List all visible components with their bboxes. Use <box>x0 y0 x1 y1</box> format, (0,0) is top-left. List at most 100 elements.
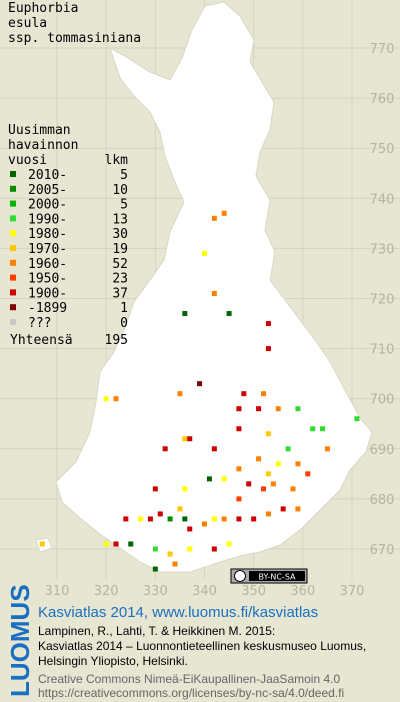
legend-count: 1 <box>120 301 128 316</box>
y-tick-label: 760 <box>370 92 395 107</box>
y-tick-label: 700 <box>370 393 395 408</box>
observation <box>113 541 119 547</box>
observation <box>182 486 188 492</box>
citation: Kasviatlas 2014 – Luonnontieteellinen ke… <box>38 639 366 653</box>
observation <box>221 210 227 216</box>
y-tick-label: 690 <box>370 443 395 458</box>
legend-swatch <box>10 185 16 192</box>
observation <box>152 566 158 572</box>
legend-label: 1990- <box>28 212 67 227</box>
legend-label: 1960- <box>28 257 67 272</box>
title-line: Euphorbia <box>8 1 78 16</box>
logo: LUOMUS <box>5 584 35 697</box>
observation <box>270 481 276 487</box>
observation <box>103 541 109 547</box>
license-text: Creative Commons Nimeä-EiKaupallinen-Jaa… <box>38 672 340 686</box>
observation <box>280 506 286 512</box>
observation <box>275 461 281 467</box>
legend-label: 2010- <box>28 168 67 183</box>
legend-title: havainnon <box>8 138 78 153</box>
observation <box>187 546 193 552</box>
observation <box>211 215 217 221</box>
axis-labels: 310 320 330 340 350 360 3706706806907007107207… <box>45 42 395 599</box>
observation <box>305 471 311 477</box>
y-tick-label: 730 <box>370 242 395 257</box>
observation <box>251 516 257 522</box>
observation <box>226 311 232 317</box>
observation <box>285 446 291 452</box>
legend-count: 5 <box>120 168 128 183</box>
legend-swatch <box>10 200 16 207</box>
observation <box>202 250 207 256</box>
title-line: ssp. tommasiniana <box>8 31 141 46</box>
observation <box>256 456 262 462</box>
observation <box>177 391 183 397</box>
observation <box>265 471 271 477</box>
legend-swatch <box>10 304 16 311</box>
observation <box>39 541 45 547</box>
observation <box>275 406 281 412</box>
observation <box>147 516 153 522</box>
observation <box>265 511 271 517</box>
legend-label: ??? <box>28 316 51 331</box>
x-tick-label: 320 <box>94 584 119 599</box>
observation <box>202 521 207 527</box>
x-tick-label: 350 <box>241 584 266 599</box>
observation <box>113 396 119 402</box>
legend-label: 2005- <box>28 183 67 198</box>
observation <box>320 426 325 432</box>
observation <box>187 526 193 532</box>
badge-band <box>249 571 305 581</box>
observation <box>211 290 217 296</box>
y-tick-label: 770 <box>370 42 395 57</box>
badge-icon <box>234 570 246 582</box>
legend-swatch <box>10 259 16 266</box>
y-tick-label: 750 <box>370 142 395 157</box>
observation <box>236 406 242 412</box>
observation <box>354 416 360 422</box>
y-tick-label: 680 <box>370 493 395 508</box>
legend-label: 1950- <box>28 272 67 287</box>
legend-swatch <box>10 215 16 222</box>
x-tick-label: 370 <box>340 584 365 599</box>
observation <box>167 551 173 557</box>
legend-title: Uusimman <box>8 123 71 138</box>
observation <box>162 446 168 452</box>
observation <box>157 511 163 517</box>
observation <box>152 486 158 492</box>
footer-heading[interactable]: Kasviatlas 2014, www.luomus.fi/kasviatla… <box>38 604 318 621</box>
observation <box>261 391 266 397</box>
legend-total-label: Yhteensä <box>10 333 73 348</box>
x-tick-label: 340 <box>192 584 217 599</box>
observation <box>177 506 183 512</box>
observation <box>182 436 188 442</box>
legend-label: 2000- <box>28 198 67 213</box>
observation <box>211 516 217 522</box>
observation <box>236 466 242 472</box>
observation <box>138 516 144 522</box>
legend-swatch <box>10 319 16 325</box>
legend-count: 23 <box>112 272 128 287</box>
legend-swatch <box>10 289 16 296</box>
observation <box>265 431 271 437</box>
finland-outline <box>35 1 373 573</box>
x-tick-label: 310 <box>45 584 70 599</box>
legend-total: 195 <box>105 333 128 348</box>
legend-count: 13 <box>112 212 128 227</box>
legend-swatch <box>10 171 16 177</box>
legend-swatch <box>10 230 16 237</box>
legend-count: 0 <box>120 316 128 331</box>
observation <box>167 516 173 522</box>
legend-label: -1899 <box>28 301 67 316</box>
y-tick-label: 740 <box>370 192 395 207</box>
license-url[interactable]: https://creativecommons.org/licenses/by-… <box>38 686 344 700</box>
observation <box>236 516 242 522</box>
legend-title: vuosi <box>8 153 47 168</box>
legend-label: 1970- <box>28 242 67 257</box>
observation <box>256 406 262 412</box>
observations <box>39 210 360 572</box>
badge-text: BY-NC-SA <box>258 573 296 582</box>
legend-count: 30 <box>112 227 128 242</box>
